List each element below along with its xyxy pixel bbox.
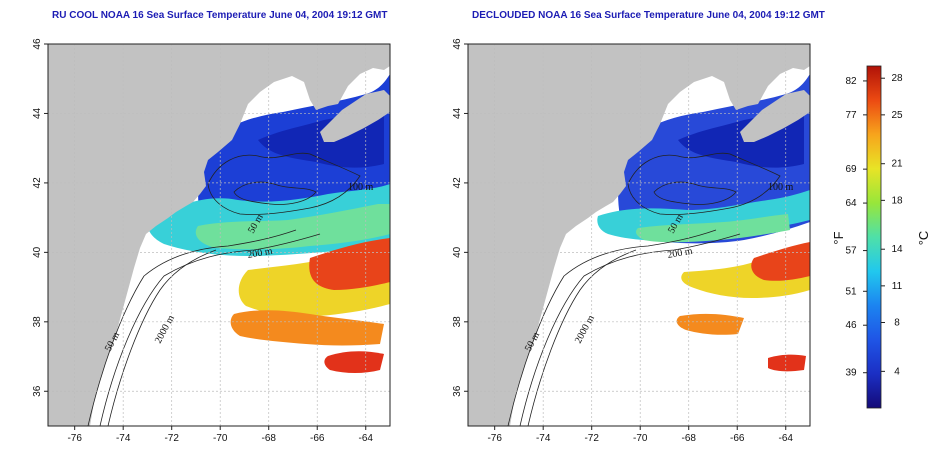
fahrenheit-tick-label: 46 [845,320,857,331]
green-transition-region [636,214,790,243]
map-graticule [48,44,390,426]
longitude-tick-label: -64 [359,433,374,444]
fahrenheit-tick-label: 39 [845,368,857,379]
map-frame [467,43,811,427]
contour-label: 200 m [247,246,274,261]
nova-scotia-land [740,90,810,142]
longitude-tick-label: -70 [213,433,228,444]
contour-label: 100 m [348,182,374,193]
temperature-colorbar: 28 25 21 18 14 11 8 4 82 77 69 64 57 51 46 39 °F °C [831,65,931,409]
green-transition-region [195,204,390,250]
latitude-tick-label: 40 [32,246,43,258]
contour-200m [507,229,717,426]
longitude-tick-label: -76 [67,433,82,444]
contour-gulf-basin [653,181,737,205]
latitude-tick-label: 44 [452,107,463,119]
contour-2000m [519,233,741,426]
fahrenheit-tick-label: 64 [845,198,857,209]
latitude-tick-label: 42 [452,177,463,189]
gulf-stream-region [751,242,810,281]
latitude-tick-label: 38 [32,316,43,328]
longitude-tick-label: -66 [730,433,745,444]
longitude-tick-label: -72 [164,433,179,444]
left-panel-title: RU COOL NOAA 16 Sea Surface Temperature … [52,10,388,21]
land-mass [48,44,390,426]
warm-patch-south [768,354,806,372]
map-graticule [468,44,810,426]
map-frame [47,43,391,427]
bathymetry-contours [87,152,361,426]
longitude-tick-label: -68 [681,433,696,444]
warm-patch-south [324,351,384,373]
contour-gulf-basin [233,181,317,205]
celsius-label: °C [916,231,931,246]
fahrenheit-tick-label: 82 [845,76,857,87]
warm-eddy-region [676,313,744,335]
latitude-tick-label: 44 [32,107,43,119]
fahrenheit-label: °F [831,231,846,244]
longitude-tick-label: -68 [261,433,276,444]
nova-scotia-land [320,90,390,142]
latitude-tick-label: 36 [452,385,463,397]
contour-200m [87,229,297,426]
latitude-tick-label: 42 [32,177,43,189]
longitude-tick-label: -66 [310,433,325,444]
contour-100m [627,152,781,215]
celsius-tick-label: 4 [894,366,900,377]
longitude-tick-label: -76 [487,433,502,444]
latitude-tick-label: 36 [32,385,43,397]
bathymetry-contours [507,152,781,426]
contour-label: 200 m [667,246,694,261]
fahrenheit-tick-label: 69 [845,164,857,175]
latitude-tick-label: 38 [452,316,463,328]
fahrenheit-tick-label: 77 [845,110,857,121]
longitude-tick-label: -72 [584,433,599,444]
contour-label: 100 m [768,182,794,193]
celsius-tick-label: 14 [891,244,903,255]
latitude-tick-label: 46 [452,38,463,50]
longitude-tick-label: -64 [779,433,794,444]
right-panel-title: DECLOUDED NOAA 16 Sea Surface Temperatur… [472,10,825,21]
contour-100m [207,152,361,215]
contour-2000m [99,233,321,426]
longitude-tick-label: -70 [633,433,648,444]
contour-50m [107,249,217,426]
contour-50m [527,249,637,426]
celsius-tick-label: 28 [891,73,903,84]
gulf-stream-region [309,238,390,290]
colorbar-gradient [866,65,882,409]
fahrenheit-tick-label: 51 [845,286,857,297]
celsius-tick-label: 21 [891,159,903,170]
celsius-tick-label: 25 [891,110,903,121]
latitude-tick-label: 46 [32,38,43,50]
longitude-tick-label: -74 [116,433,131,444]
celsius-tick-label: 18 [891,195,903,206]
longitude-tick-label: -74 [536,433,551,444]
fahrenheit-tick-label: 57 [845,246,857,257]
latitude-tick-label: 40 [452,246,463,258]
celsius-tick-label: 8 [894,318,900,329]
land-mass [468,44,810,426]
celsius-tick-label: 11 [892,281,903,292]
